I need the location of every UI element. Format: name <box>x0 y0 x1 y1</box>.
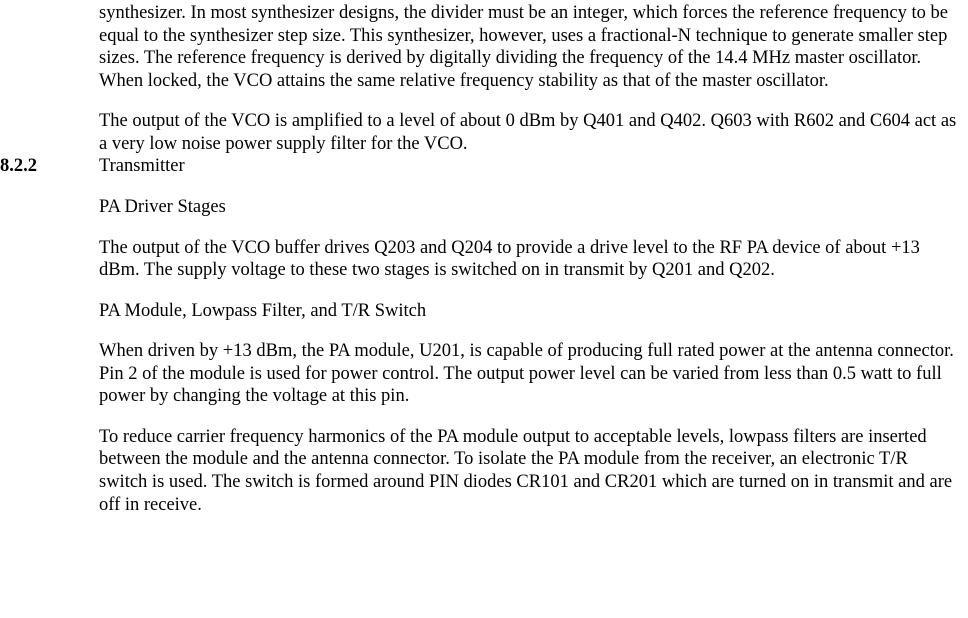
paragraph: synthesizer. In most synthesizer designs… <box>99 2 958 92</box>
paragraph: The output of the VCO is amplified to a … <box>99 110 958 155</box>
section-row: 8.2.2 Transmitter PA Driver Stages The o… <box>0 155 958 516</box>
paragraph: When driven by +13 dBm, the PA module, U… <box>99 340 958 408</box>
intro-block: synthesizer. In most synthesizer designs… <box>99 2 958 155</box>
paragraph: To reduce carrier frequency harmonics of… <box>99 426 958 516</box>
section-heading: Transmitter <box>99 155 958 178</box>
paragraph: The output of the VCO buffer drives Q203… <box>99 237 958 282</box>
subheading: PA Driver Stages <box>99 196 958 219</box>
section-body: Transmitter PA Driver Stages The output … <box>99 155 958 516</box>
document-page: synthesizer. In most synthesizer designs… <box>0 0 968 516</box>
subheading: PA Module, Lowpass Filter, and T/R Switc… <box>99 300 958 323</box>
section-number: 8.2.2 <box>0 155 37 178</box>
